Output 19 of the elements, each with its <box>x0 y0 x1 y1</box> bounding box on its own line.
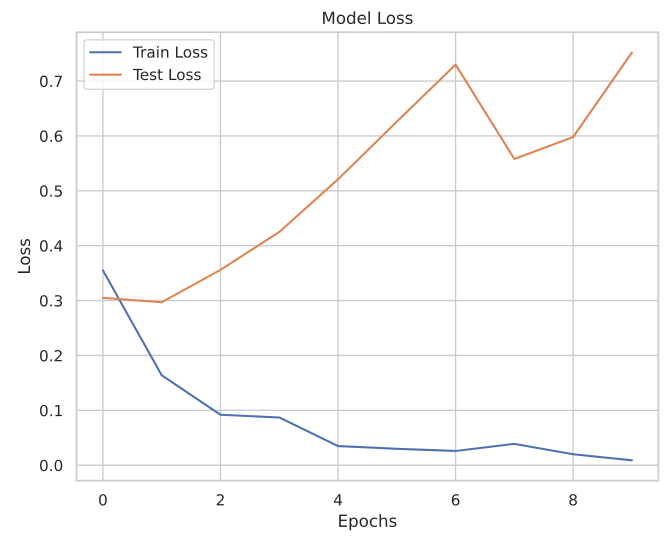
chart-title: Model Loss <box>323 11 413 24</box>
y-tick-label: 0.4 <box>40 240 62 252</box>
x-tick-label: 2 <box>216 494 224 506</box>
x-tick-label: 6 <box>452 494 460 506</box>
legend-label: Train Loss <box>132 46 208 58</box>
x-axis-title: Epochs <box>339 514 396 530</box>
y-tick-label: 0.3 <box>40 295 62 307</box>
y-tick-label: 0.2 <box>40 350 62 362</box>
x-tick-label: 0 <box>99 494 107 506</box>
legend-label: Test Loss <box>132 68 201 80</box>
y-tick-label: 0.7 <box>40 76 62 88</box>
y-tick-label: 0.6 <box>40 130 62 142</box>
y-tick-label: 0.0 <box>40 460 62 472</box>
y-axis-title: Loss <box>18 238 30 274</box>
line-series <box>102 269 633 462</box>
x-tick-label: 8 <box>569 494 577 506</box>
x-tick-label: 4 <box>334 494 342 506</box>
y-tick-label: 0.1 <box>40 404 62 416</box>
y-tick-label: 0.5 <box>40 185 62 197</box>
